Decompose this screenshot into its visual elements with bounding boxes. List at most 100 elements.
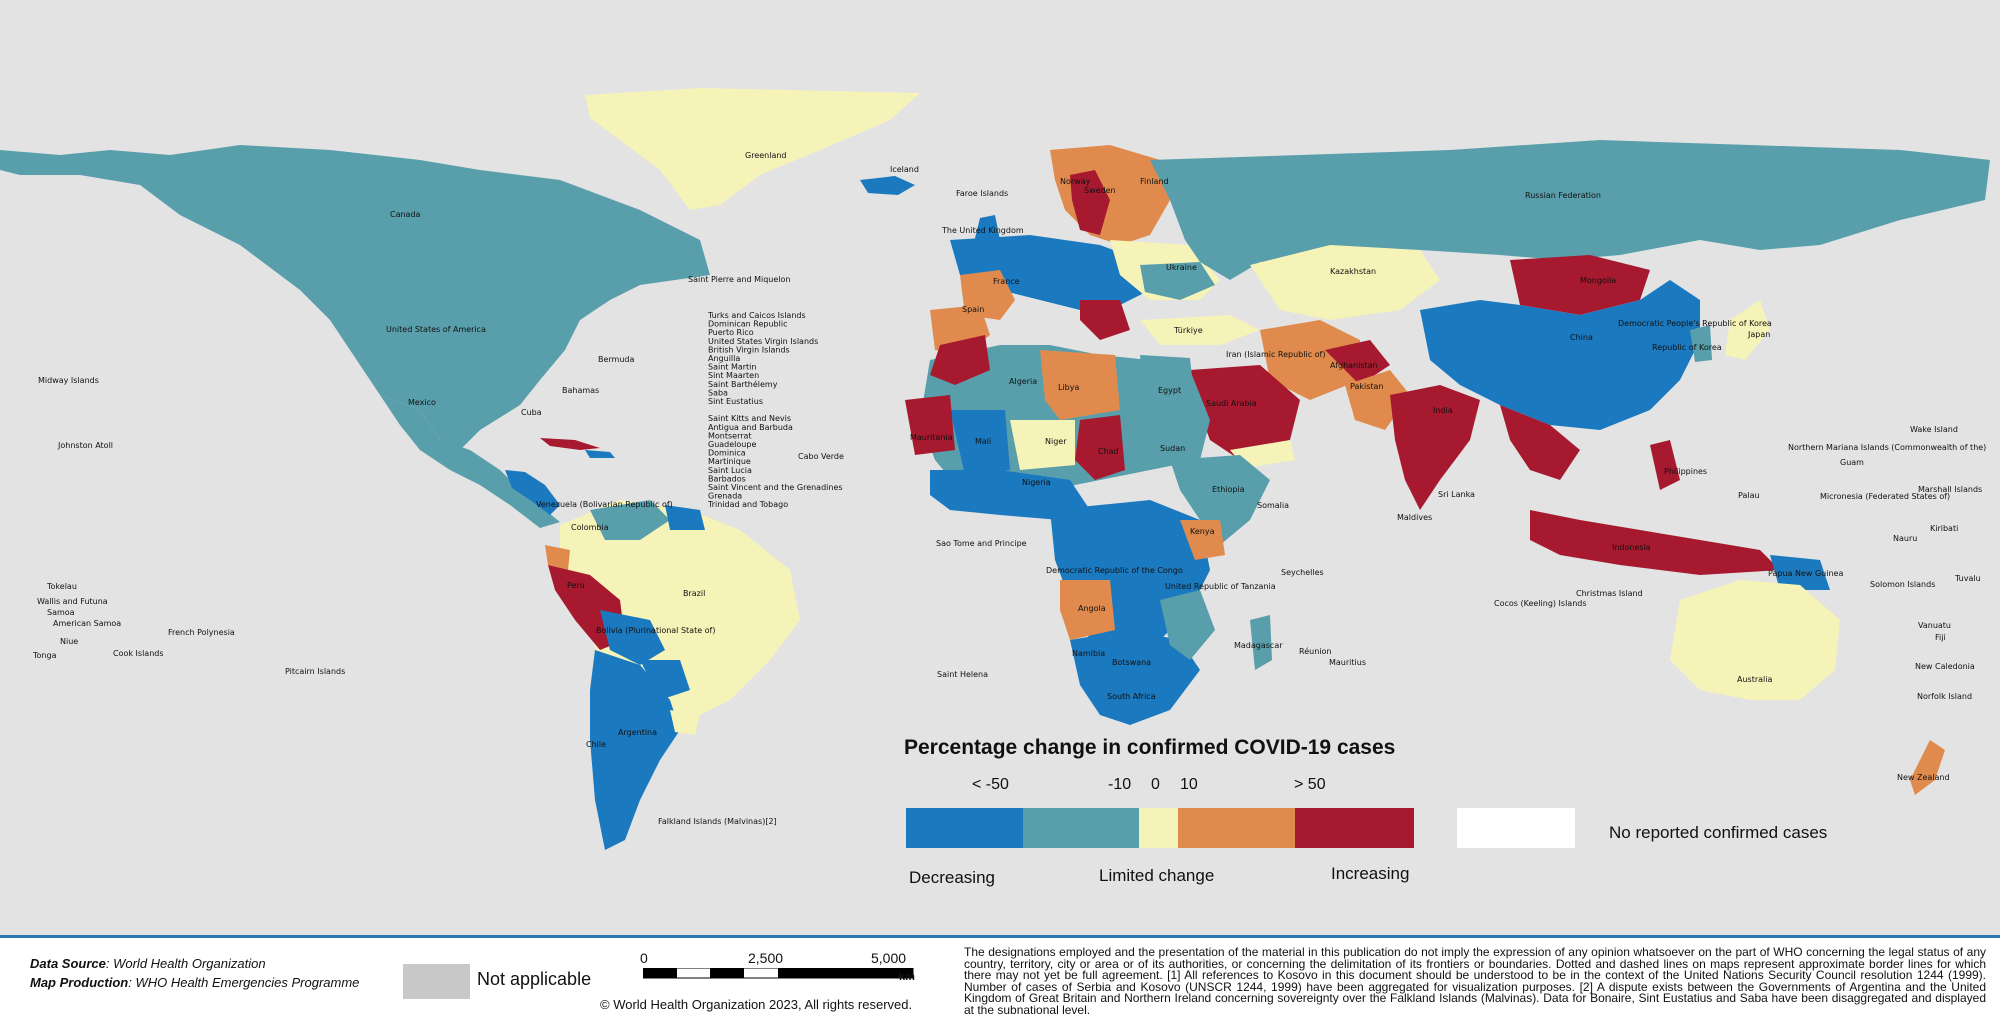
map-label: Seychelles <box>1281 568 1324 577</box>
not-applicable-swatch <box>403 964 470 999</box>
map-production-label: Map Production <box>30 975 129 990</box>
map-label: Cook Islands <box>113 649 164 658</box>
mauritania-shape <box>905 395 955 455</box>
mali-shape <box>950 410 1010 475</box>
map-label: Norway <box>1060 177 1091 186</box>
caribbean-label: United States Virgin Islands <box>708 337 818 346</box>
caribbean-label: Martinique <box>708 457 751 466</box>
caribbean-label: Saint Vincent and the Grenadines <box>708 483 843 492</box>
caribbean-label: Barbados <box>708 474 746 483</box>
caribbean-label: British Virgin Islands <box>708 345 790 354</box>
map-label: Chile <box>586 740 606 749</box>
map-label: The United Kingdom <box>941 226 1024 235</box>
map-label: Nauru <box>1893 534 1917 543</box>
map-label: Venezuela (Bolivarian Republic of) <box>536 500 673 509</box>
japan-shape <box>1725 300 1770 360</box>
map-label: Mexico <box>408 398 436 407</box>
kenya-shape <box>1180 520 1225 560</box>
legend-label-increasing: Increasing <box>1331 864 1410 883</box>
map-label: Saudi Arabia <box>1206 399 1257 408</box>
png-shape <box>1770 555 1830 590</box>
map-label: Midway Islands <box>38 376 99 385</box>
map-label: Cocos (Keeling) Islands <box>1494 599 1587 608</box>
caribbean-label: Antigua and Barbuda <box>708 423 793 432</box>
madagascar-shape <box>1250 615 1272 670</box>
niger-shape <box>1010 420 1075 470</box>
uruguay-shape <box>670 710 700 735</box>
map-label: Botswana <box>1112 658 1151 667</box>
map-label: Madagascar <box>1234 641 1283 650</box>
map-label: Saint Pierre and Miquelon <box>688 275 790 284</box>
map-label: Sudan <box>1160 444 1185 453</box>
data-source-label: Data Source <box>30 956 106 971</box>
balkans-shape <box>1080 300 1130 340</box>
map-label: American Samoa <box>53 619 121 628</box>
map-label: Colombia <box>571 523 609 532</box>
map-label: India <box>1433 406 1453 415</box>
map-label: Pakistan <box>1350 382 1384 391</box>
caribbean-label: Trinidad and Tobago <box>707 500 788 509</box>
southern-africa-shape <box>1070 630 1200 725</box>
map-label: Ukraine <box>1166 263 1197 272</box>
hispaniola-shape <box>585 450 615 458</box>
indonesia-shape <box>1530 510 1780 575</box>
caribbean-label: Grenada <box>708 492 742 501</box>
india-shape <box>1390 385 1480 510</box>
map-label: Afghanistan <box>1330 361 1378 370</box>
china-shape <box>1420 280 1700 430</box>
philippines-shape <box>1650 440 1680 490</box>
venezuela-shape <box>590 500 670 540</box>
map-label: Johnston Atoll <box>57 441 113 450</box>
legend-swatch-no-cases <box>1457 808 1575 848</box>
caribbean-label: Saint Barthélemy <box>708 379 778 389</box>
map-label: Vanuatu <box>1918 621 1951 630</box>
legend-tick: 10 <box>1180 776 1198 793</box>
map-label: Russian Federation <box>1525 191 1601 200</box>
caribbean-label: Montserrat <box>708 431 752 440</box>
east-africa-shape <box>1170 455 1270 545</box>
map-label: Brazil <box>683 589 705 598</box>
iran-shape <box>1260 320 1360 400</box>
mexico-shape <box>380 395 560 528</box>
map-label: Mongolia <box>1580 276 1616 285</box>
map-label: Algeria <box>1009 377 1037 386</box>
caribbean-label: Sint Maarten <box>708 371 759 380</box>
map-label: Marshall Islands <box>1918 485 1982 494</box>
map-label: Libya <box>1058 383 1079 392</box>
europe-blue <box>950 235 1150 310</box>
scale-bar <box>643 968 914 979</box>
caribbean-label: Saba <box>708 388 728 397</box>
scale-tick: 0 <box>640 950 648 966</box>
map-label: Micronesia (Federated States of) <box>1820 492 1950 501</box>
map-label: Tuvalu <box>1954 574 1981 583</box>
map-label: Wake Island <box>1910 425 1958 434</box>
map-label: Christmas Island <box>1576 589 1643 598</box>
west-africa-shape <box>930 470 1090 520</box>
north-america-shape <box>0 145 710 450</box>
map-label: Bahamas <box>562 386 599 395</box>
map-label: Tonga <box>32 651 57 660</box>
map-label: New Caledonia <box>1915 662 1975 671</box>
australia-shape <box>1670 580 1840 700</box>
map-label: Samoa <box>47 608 75 617</box>
scale-unit: km <box>899 971 915 983</box>
ukraine-shape <box>1140 262 1215 300</box>
cuba-shape <box>540 438 600 450</box>
map-label: Finland <box>1140 177 1169 186</box>
morocco-shape <box>930 335 990 385</box>
sweden-shape <box>1070 170 1110 235</box>
map-label: Argentina <box>618 728 657 737</box>
chad-shape <box>1075 415 1125 480</box>
map-production-value: : WHO Health Emergencies Programme <box>128 975 360 990</box>
map-label: Cuba <box>521 408 542 417</box>
legend-swatch-limited <box>1139 808 1178 848</box>
map-label: Nigeria <box>1022 478 1051 487</box>
map-label: Angola <box>1078 604 1106 613</box>
legend-tick: > 50 <box>1294 776 1326 793</box>
turkiye-shape <box>1140 315 1260 345</box>
map-label: Niue <box>60 637 78 646</box>
caribbean-label: Puerto Rico <box>708 328 754 337</box>
map-label: French Polynesia <box>168 628 235 637</box>
guyana-shape <box>665 505 705 530</box>
